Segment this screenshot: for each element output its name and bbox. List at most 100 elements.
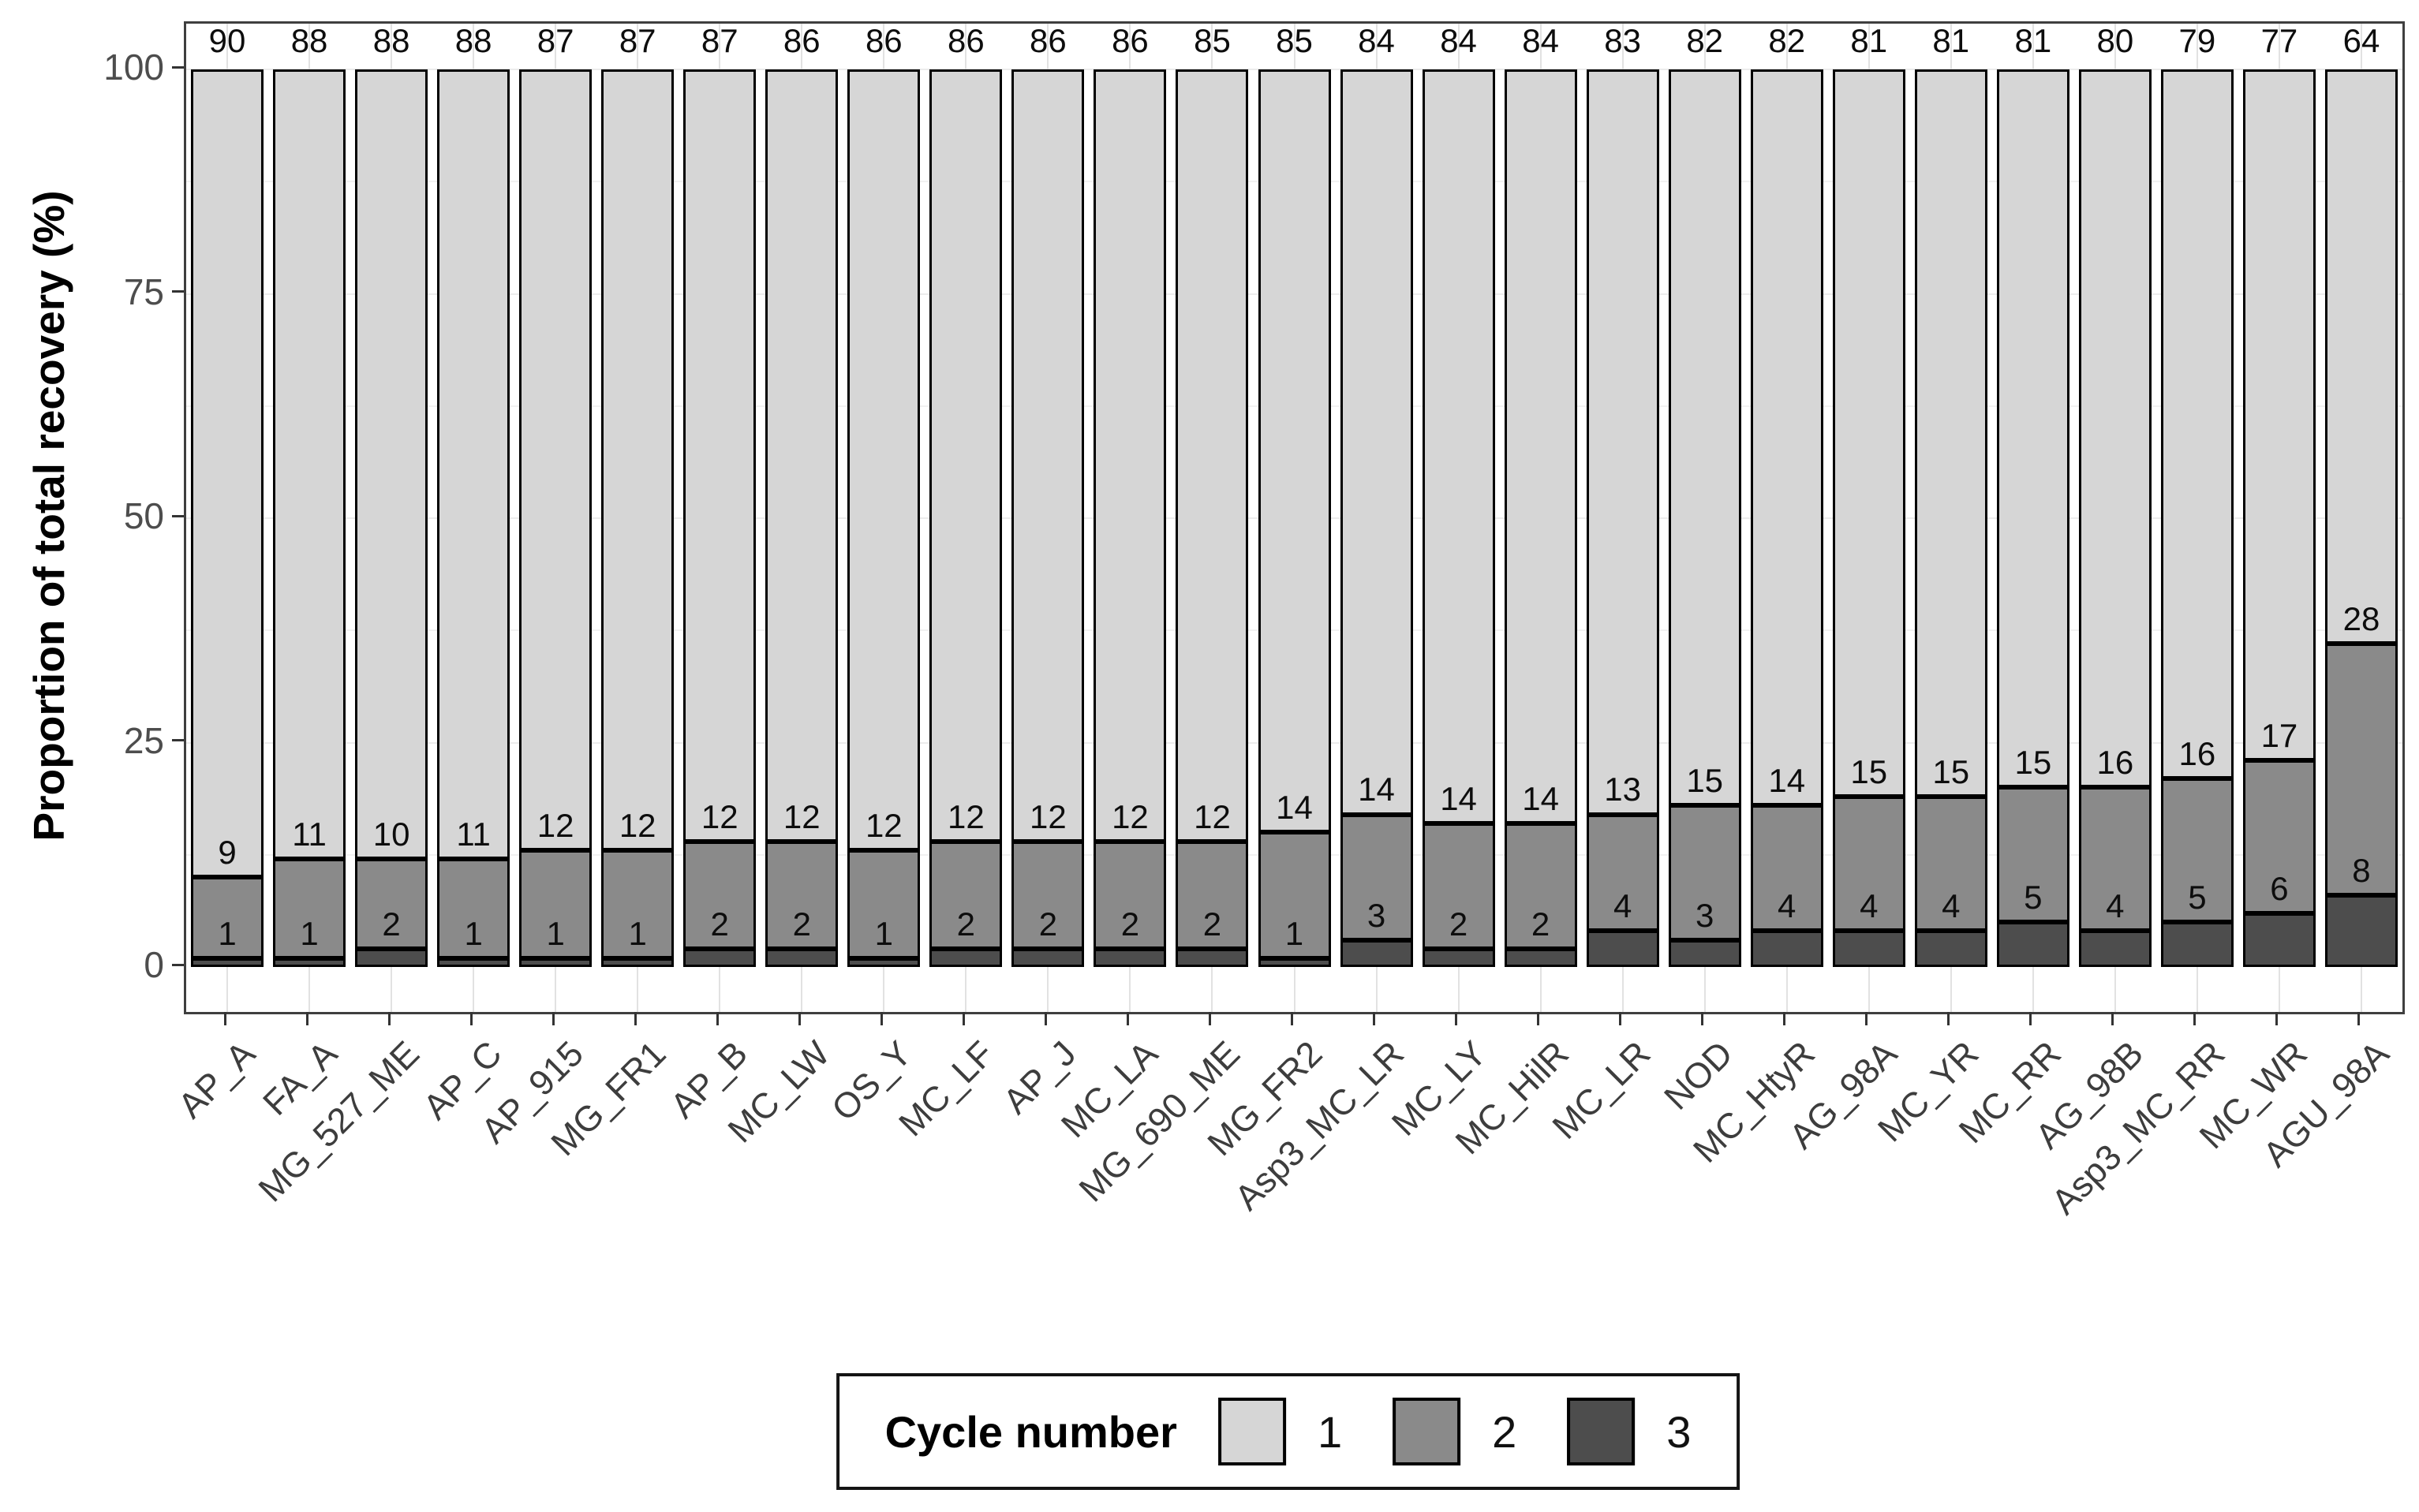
bar-segment-cycle3 [1340,939,1413,967]
bar-segment-cycle2 [2324,644,2398,895]
bar-total-label: 86 [1030,21,1067,59]
bar-cycle3-label: 1 [874,914,893,952]
x-tick [1537,1012,1540,1025]
legend-swatch [1217,1398,1286,1465]
x-tick [1044,1012,1047,1025]
bar-segment-cycle1 [2242,69,2316,761]
bar-cycle3-label: 2 [1120,905,1140,943]
bar-segment-cycle1 [1832,69,1905,797]
bar-segment-cycle2 [437,859,510,958]
bar-segment-cycle2 [191,877,264,958]
bar-segment-cycle1 [1996,69,2069,788]
bar-cycle2-label: 12 [537,806,574,844]
x-tick [2357,1012,2361,1025]
bar-total-label: 80 [2096,21,2134,59]
legend-item: 3 [1567,1398,1691,1465]
legend-label: 1 [1317,1406,1343,1457]
bar-cycle3-label: 4 [1613,887,1632,925]
bar-total-label: 84 [1522,21,1559,59]
bar-segment-cycle1 [355,69,428,860]
y-tick [172,514,184,517]
legend-label: 2 [1492,1406,1517,1457]
bar-cycle2-label: 9 [218,834,237,872]
bar-total-label: 86 [865,21,903,59]
x-tick [1947,1012,1950,1025]
bar-cycle2-label: 12 [865,806,903,844]
bar-segment-cycle2 [847,850,921,958]
x-tick [1126,1012,1129,1025]
bar-cycle2-label: 12 [947,797,985,835]
bar-cycle3-label: 2 [1531,905,1550,943]
bar-cycle2-label: 12 [701,797,738,835]
bar-total-label: 87 [619,21,656,59]
bar-total-label: 84 [1358,21,1395,59]
bar-segment-cycle3 [1258,958,1331,967]
bar-cycle3-label: 5 [2188,879,2207,917]
bar-segment-cycle1 [1914,69,1987,797]
bar-segment-cycle1 [1504,69,1577,823]
x-tick [798,1012,801,1025]
bar-cycle2-label: 17 [2260,717,2298,755]
bar-segment-cycle2 [2242,760,2316,913]
bar-segment-cycle2 [683,841,757,950]
x-tick [2029,1012,2032,1025]
x-tick [2111,1012,2114,1025]
bar-total-label: 85 [1194,21,1231,59]
bar-total-label: 86 [1112,21,1149,59]
bar-segment-cycle1 [1668,69,1741,806]
bar-segment-cycle1 [2078,69,2152,788]
bar-segment-cycle3 [601,958,675,967]
bar-segment-cycle2 [765,841,839,950]
x-tick-label: AP_A [170,1032,263,1126]
y-tick-label: 75 [123,271,164,312]
bar-cycle3-label: 3 [1695,896,1714,934]
bar-segment-cycle3 [437,958,510,967]
bar-segment-cycle3 [355,949,428,967]
bar-cycle3-label: 2 [1449,905,1468,943]
y-tick [172,739,184,741]
bar-total-label: 83 [1604,21,1641,59]
y-tick-label: 100 [103,47,164,88]
x-tick [2193,1012,2197,1025]
bar-cycle3-label: 4 [1860,887,1879,925]
bar-segment-cycle1 [191,69,264,878]
bar-segment-cycle3 [929,949,1003,967]
y-tick-label: 25 [123,719,164,761]
bar-segment-cycle2 [929,841,1003,950]
bar-segment-cycle2 [1586,814,1659,931]
bar-segment-cycle1 [519,69,593,851]
bar-segment-cycle2 [273,859,346,958]
bar-segment-cycle2 [1996,787,2069,923]
bar-cycle2-label: 11 [456,816,491,853]
bar-segment-cycle3 [519,958,593,967]
bar-segment-cycle1 [437,69,510,860]
bar-segment-cycle1 [929,69,1003,842]
bar-segment-cycle2 [1422,823,1495,950]
bar-segment-cycle1 [683,69,757,842]
bar-segment-cycle3 [2078,931,2152,967]
bar-segment-cycle3 [1832,931,1905,967]
x-tick [634,1012,637,1025]
legend-item: 2 [1393,1398,1516,1465]
bar-segment-cycle3 [2324,894,2398,967]
bar-segment-cycle2 [2078,787,2152,931]
x-tick [716,1012,719,1025]
x-tick [1783,1012,1786,1025]
bar-cycle3-label: 1 [464,914,483,952]
bar-cycle2-label: 14 [1768,762,1806,800]
bar-cycle2-label: 16 [2096,744,2134,782]
bar-cycle2-label: 14 [1522,779,1559,817]
bar-total-label: 88 [290,21,328,59]
bar-cycle3-label: 4 [1778,887,1796,925]
bar-segment-cycle3 [1176,949,1249,967]
bar-segment-cycle3 [683,949,757,967]
bar-segment-cycle2 [1011,841,1085,950]
x-tick [1455,1012,1458,1025]
bar-segment-cycle2 [1504,823,1577,950]
bar-cycle2-label: 12 [619,806,656,844]
bar-segment-cycle1 [1258,69,1331,833]
x-tick [880,1012,883,1025]
bar-total-label: 79 [2178,21,2216,59]
bar-cycle3-label: 8 [2352,851,2371,889]
